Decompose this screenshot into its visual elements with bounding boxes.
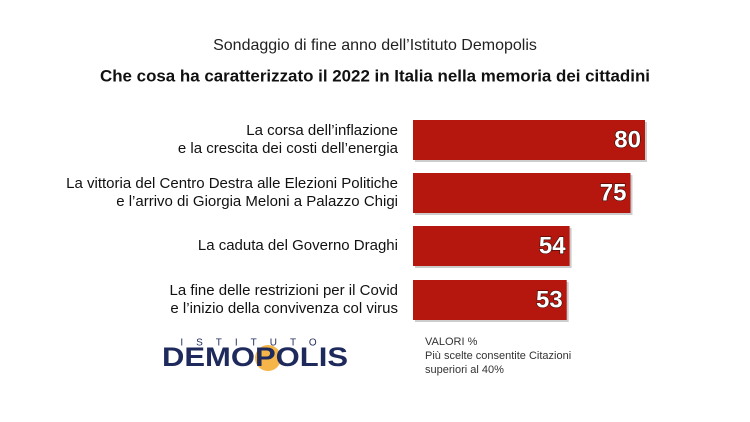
- logo-name: DEMOPOLIS: [162, 342, 348, 372]
- category-label: La fine delle restrizioni per il Covid: [170, 282, 398, 299]
- bar: [413, 173, 631, 213]
- value-label: 54: [539, 232, 566, 259]
- category-label: e la crescita dei costi dell’energia: [178, 140, 399, 157]
- logo-sun: [255, 345, 281, 371]
- logo: ISTITUTO DEMOPOLIS: [162, 338, 348, 372]
- category-label: La corsa dell’inflazione: [246, 122, 398, 139]
- note: superiori al 40%: [425, 364, 504, 376]
- note: Più scelte consentite Citazioni: [425, 350, 571, 362]
- category-label: e l’inizio della convivenza col virus: [170, 300, 398, 317]
- category-label: La caduta del Governo Draghi: [198, 237, 398, 254]
- note: VALORI %: [425, 336, 478, 348]
- value-label: 53: [536, 286, 563, 313]
- value-label: 75: [600, 179, 627, 206]
- category-label: e l’arrivo di Giorgia Meloni a Palazzo C…: [116, 193, 398, 210]
- bar: [413, 226, 570, 266]
- category-label: La vittoria del Centro Destra alle Elezi…: [66, 175, 398, 192]
- logo-top: ISTITUTO: [180, 338, 329, 349]
- chart-subtitle: Sondaggio di fine anno dell’Istituto Dem…: [213, 37, 537, 54]
- bar: [413, 280, 567, 320]
- value-label: 80: [614, 126, 641, 153]
- bar: [413, 120, 645, 160]
- chart-title: Che cosa ha caratterizzato il 2022 in It…: [100, 66, 650, 85]
